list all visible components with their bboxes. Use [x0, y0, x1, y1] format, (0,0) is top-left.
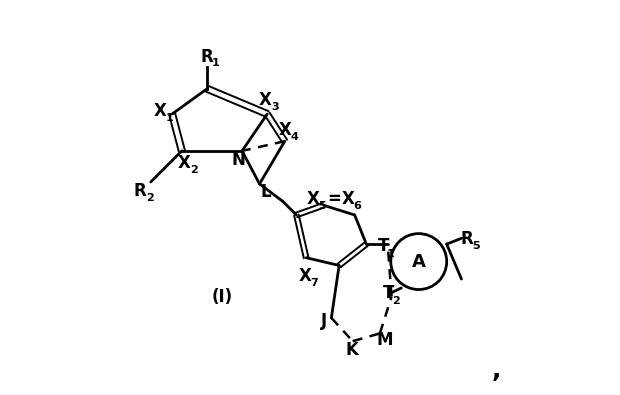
Text: X: X: [278, 121, 291, 139]
Text: J: J: [321, 312, 327, 329]
Text: A: A: [412, 252, 426, 271]
Text: R: R: [134, 182, 147, 200]
Text: 3: 3: [271, 102, 278, 113]
Text: 5: 5: [318, 201, 326, 211]
Text: X: X: [298, 267, 311, 285]
Text: X: X: [306, 190, 319, 208]
Text: M: M: [377, 331, 393, 349]
Text: 2: 2: [146, 193, 154, 203]
Text: L: L: [261, 182, 272, 201]
Text: 1: 1: [212, 58, 219, 68]
Text: N: N: [232, 151, 246, 169]
Text: 2: 2: [392, 296, 400, 306]
Text: R: R: [460, 230, 473, 248]
Text: 1: 1: [386, 249, 394, 259]
Text: X: X: [259, 91, 272, 109]
Text: 6: 6: [353, 201, 361, 211]
Text: 2: 2: [190, 165, 198, 175]
Text: 4: 4: [290, 132, 298, 142]
Text: K: K: [345, 341, 358, 359]
Text: 5: 5: [472, 241, 480, 251]
Text: ,: ,: [492, 358, 501, 382]
Text: 1: 1: [166, 113, 174, 123]
Text: X: X: [178, 154, 191, 171]
Text: (I): (I): [212, 288, 233, 305]
Text: X: X: [154, 102, 167, 120]
Text: X: X: [341, 190, 354, 208]
Text: =: =: [327, 190, 342, 208]
Text: T: T: [378, 237, 389, 255]
Text: T: T: [383, 284, 394, 303]
Text: R: R: [201, 47, 213, 66]
Text: 7: 7: [311, 278, 318, 288]
